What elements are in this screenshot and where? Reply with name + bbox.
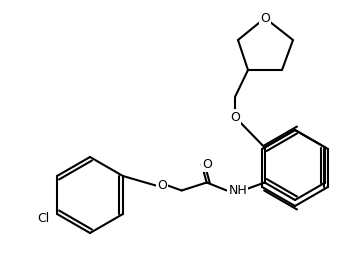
Text: O: O <box>260 11 270 24</box>
Text: O: O <box>157 179 167 192</box>
Text: O: O <box>230 110 240 124</box>
Text: O: O <box>202 158 211 171</box>
Text: Cl: Cl <box>37 212 49 225</box>
Text: NH: NH <box>228 184 247 197</box>
